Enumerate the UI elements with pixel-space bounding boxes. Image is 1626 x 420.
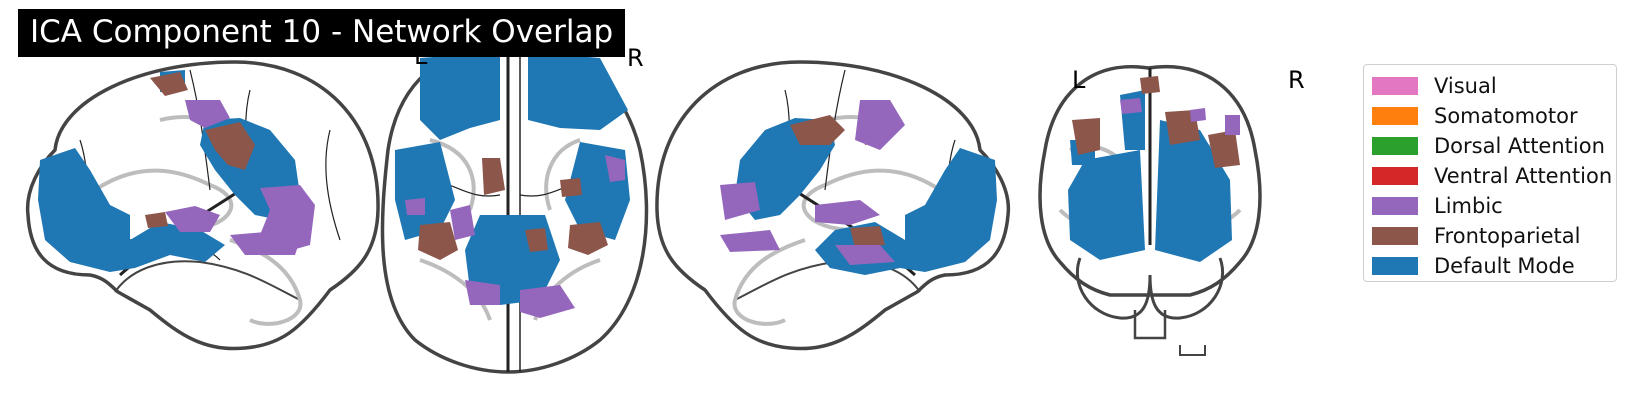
legend-label: Dorsal Attention <box>1434 134 1605 158</box>
legend-swatch <box>1372 167 1418 185</box>
coronal-outline <box>1038 65 1262 297</box>
sagittal-left-view <box>25 60 380 351</box>
legend-item: Default Mode <box>1372 251 1575 281</box>
network-legend: Visual Somatomotor Dorsal Attention Ventral… <box>1363 64 1617 282</box>
legend-swatch <box>1372 137 1418 155</box>
legend-label: Visual <box>1434 74 1497 98</box>
legend-label: Somatomotor <box>1434 104 1578 128</box>
legend-swatch <box>1372 107 1418 125</box>
coronal-view <box>1038 65 1262 356</box>
legend-label: Ventral Attention <box>1434 164 1613 188</box>
sagittal-right-view <box>655 60 1011 351</box>
legend-label: Limbic <box>1434 194 1503 218</box>
legend-item: Dorsal Attention <box>1372 131 1605 161</box>
legend-label: Default Mode <box>1434 254 1575 278</box>
legend-item: Limbic <box>1372 191 1503 221</box>
coronal-right-label: R <box>1288 66 1305 94</box>
legend-item: Visual <box>1372 71 1497 101</box>
legend-swatch <box>1372 257 1418 275</box>
axial-left-label: L <box>414 42 428 70</box>
legend-item: Frontoparietal <box>1372 221 1581 251</box>
legend-item: Ventral Attention <box>1372 161 1612 191</box>
legend-swatch <box>1372 227 1418 245</box>
sagittal-right-outline <box>655 60 1011 351</box>
legend-swatch <box>1372 77 1418 95</box>
axial-view <box>380 45 649 374</box>
legend-label: Frontoparietal <box>1434 224 1581 248</box>
sagittal-left-outline <box>25 60 380 351</box>
figure-title: ICA Component 10 - Network Overlap <box>18 9 626 57</box>
axial-right-label: R <box>627 44 644 72</box>
legend-swatch <box>1372 197 1418 215</box>
coronal-left-label: L <box>1072 66 1086 94</box>
legend-item: Somatomotor <box>1372 101 1578 131</box>
